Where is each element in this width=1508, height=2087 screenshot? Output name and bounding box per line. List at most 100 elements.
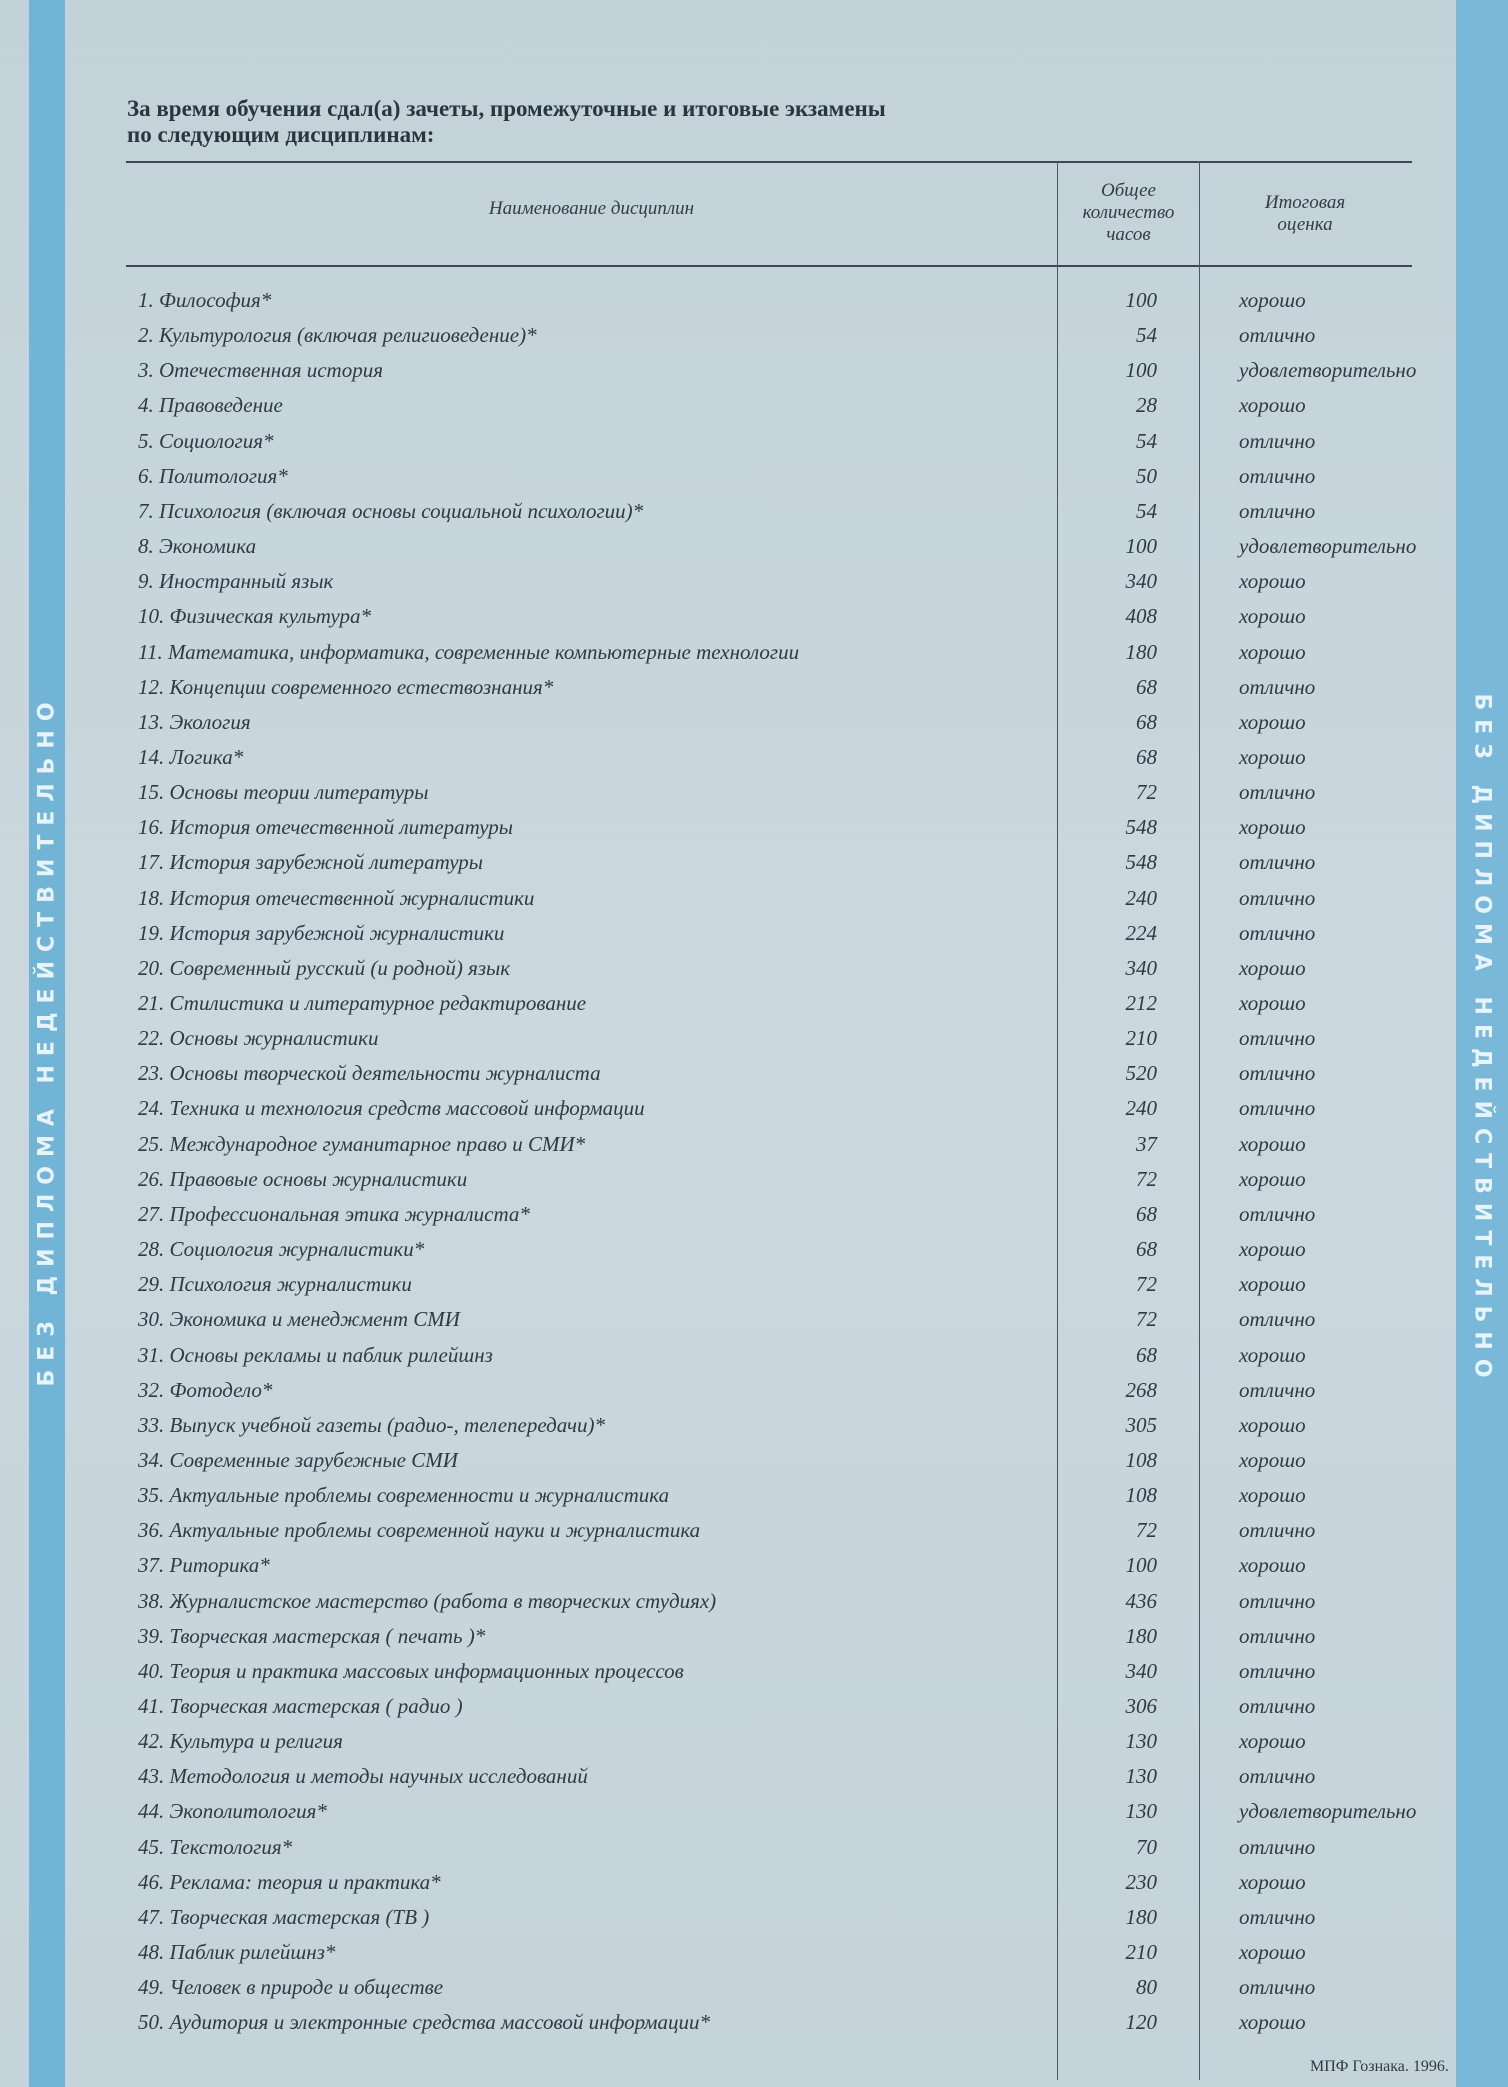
discipline-name: 49. Человек в природе и обществе [138,1975,444,2000]
total-hours: 436 [1125,1588,1158,1613]
discipline-name: 22. Основы журналистики [138,1026,379,1051]
discipline-name: 24. Техника и технология средств массово… [138,1096,645,1121]
final-grade: хорошо [1239,1166,1306,1191]
header-hours-line-1: Общее [1101,180,1156,201]
table-row: 25. Международное гуманитарное право и С… [126,1132,1456,1167]
discipline-name: 21. Стилистика и литературное редактиров… [138,991,587,1015]
total-hours: 210 [1125,1026,1158,1051]
table-row: 44. Экополитология* 130 удовлетворительно [126,1799,1456,1834]
table-top-rule [126,161,1412,163]
final-grade: отлично [1239,1694,1316,1718]
total-hours: 108 [1125,1483,1158,1508]
column-divider-grade [1199,161,1200,2080]
final-grade: хорошо [1239,288,1306,312]
final-grade: хорошо [1239,1869,1306,1894]
final-grade: отлично [1239,498,1316,523]
discipline-name: 8. Экономика [138,534,257,559]
final-grade: хорошо [1239,1237,1306,1262]
discipline-name: 29. Психология журналистики [138,1272,412,1297]
total-hours: 548 [1125,815,1158,840]
total-hours: 306 [1125,1694,1158,1718]
final-grade: отлично [1239,1026,1316,1051]
table-row: 14. Логика* 68 хорошо [126,745,1456,780]
discipline-name: 38. Журналистское мастерство (работа в т… [138,1588,717,1613]
total-hours: 340 [1125,1658,1158,1683]
final-grade: хорошо [1239,744,1306,769]
final-grade: отлично [1239,1764,1316,1789]
total-hours: 130 [1125,1764,1158,1789]
final-grade: отлично [1239,1904,1316,1929]
table-row: 5. Социология* 54 отлично [126,429,1456,464]
total-hours: 100 [1125,534,1158,559]
header-discipline-name: Наименование дисциплин [488,198,695,219]
final-grade: хорошо [1239,709,1306,734]
final-grade: отлично [1239,1834,1316,1859]
final-grade: отлично [1239,1096,1316,1121]
final-grade: отлично [1239,674,1316,699]
table-row: 42. Культура и религия 130 хорошо [126,1729,1456,1764]
total-hours: 210 [1125,1940,1158,1965]
discipline-name: 23. Основы творческой деятельности журна… [138,1061,601,1086]
total-hours: 72 [1136,1518,1157,1543]
final-grade: отлично [1239,850,1316,875]
total-hours: 54 [1136,498,1157,523]
total-hours: 37 [1136,1131,1157,1156]
table-row: 4. Правоведение 28 хорошо [126,393,1456,428]
final-grade: отлично [1239,920,1316,945]
final-grade: хорошо [1239,2010,1306,2035]
total-hours: 130 [1125,1729,1158,1754]
header-final-grade: Итоговая оценка [1200,192,1410,236]
total-hours: 68 [1136,709,1157,734]
total-hours: 54 [1136,428,1157,453]
table-row: 3. Отечественная история 100 удовлетворите… [126,358,1456,393]
table-row: 9. Иностранный язык 340 хорошо [126,569,1456,604]
discipline-name: 42. Культура и религия [138,1729,343,1754]
final-grade: хорошо [1239,639,1306,664]
table-row: 13. Экология 68 хорошо [126,710,1456,745]
discipline-name: 5. Социология* [138,428,274,453]
header-bottom-rule [126,265,1412,267]
table-row: 38. Журналистское мастерство (работа в т… [126,1589,1456,1624]
table-row: 29. Психология журналистики 72 хорошо [126,1272,1456,1307]
total-hours: 68 [1136,744,1157,769]
discipline-name: 30. Экономика и менеджмент СМИ [138,1307,460,1332]
header-grade-line-2: оценка [1277,214,1333,235]
table-row: 7. Психология (включая основы социальной… [126,499,1456,534]
table-row: 21. Стилистика и литературное редактиров… [126,991,1456,1026]
final-grade: отлично [1239,1061,1316,1086]
total-hours: 180 [1125,639,1158,664]
header-hours-line-3: часов [1106,224,1151,245]
final-grade: отлично [1239,1518,1316,1543]
total-hours: 72 [1136,1272,1157,1297]
table-row: 36. Актуальные проблемы современной наук… [126,1518,1456,1553]
discipline-name: 48. Паблик рилейшнз* [138,1940,336,1965]
discipline-name: 7. Психология (включая основы социальной… [138,498,644,523]
final-grade: отлично [1239,1201,1316,1226]
total-hours: 68 [1136,1342,1157,1367]
final-grade: хорошо [1239,569,1306,594]
final-grade: хорошо [1239,1272,1306,1297]
table-row: 47. Творческая мастерская (ТВ ) 180 отличн… [126,1905,1456,1940]
total-hours: 548 [1125,850,1158,875]
table-row: 6. Политология* 50 отлично [126,464,1456,499]
discipline-name: 46. Реклама: теория и практика* [138,1869,441,1894]
table-row: 35. Актуальные проблемы современности и … [126,1483,1456,1518]
final-grade: хорошо [1239,1729,1306,1754]
final-grade: хорошо [1239,955,1306,980]
table-row: 31. Основы рекламы и паблик рилейшнз 68 хо… [126,1343,1456,1378]
final-grade: хорошо [1239,815,1306,840]
final-grade: отлично [1239,1588,1316,1613]
final-grade: отлично [1239,323,1316,348]
discipline-name: 43. Методология и методы научных исследо… [138,1764,588,1789]
left-security-strip [29,0,65,2087]
table-row: 17. История зарубежной литературы 548 отли… [126,850,1456,885]
total-hours: 68 [1136,1237,1157,1262]
table-row: 2. Культурология (включая религиоведение… [126,323,1456,358]
discipline-name: 16. История отечественной литературы [138,815,513,840]
final-grade: хорошо [1239,1342,1306,1367]
discipline-name: 50. Аудитория и электронные средства мас… [138,2010,710,2035]
table-row: 48. Паблик рилейшнз* 210 хорошо [126,1940,1456,1975]
total-hours: 240 [1125,1096,1158,1121]
total-hours: 80 [1136,1975,1157,2000]
